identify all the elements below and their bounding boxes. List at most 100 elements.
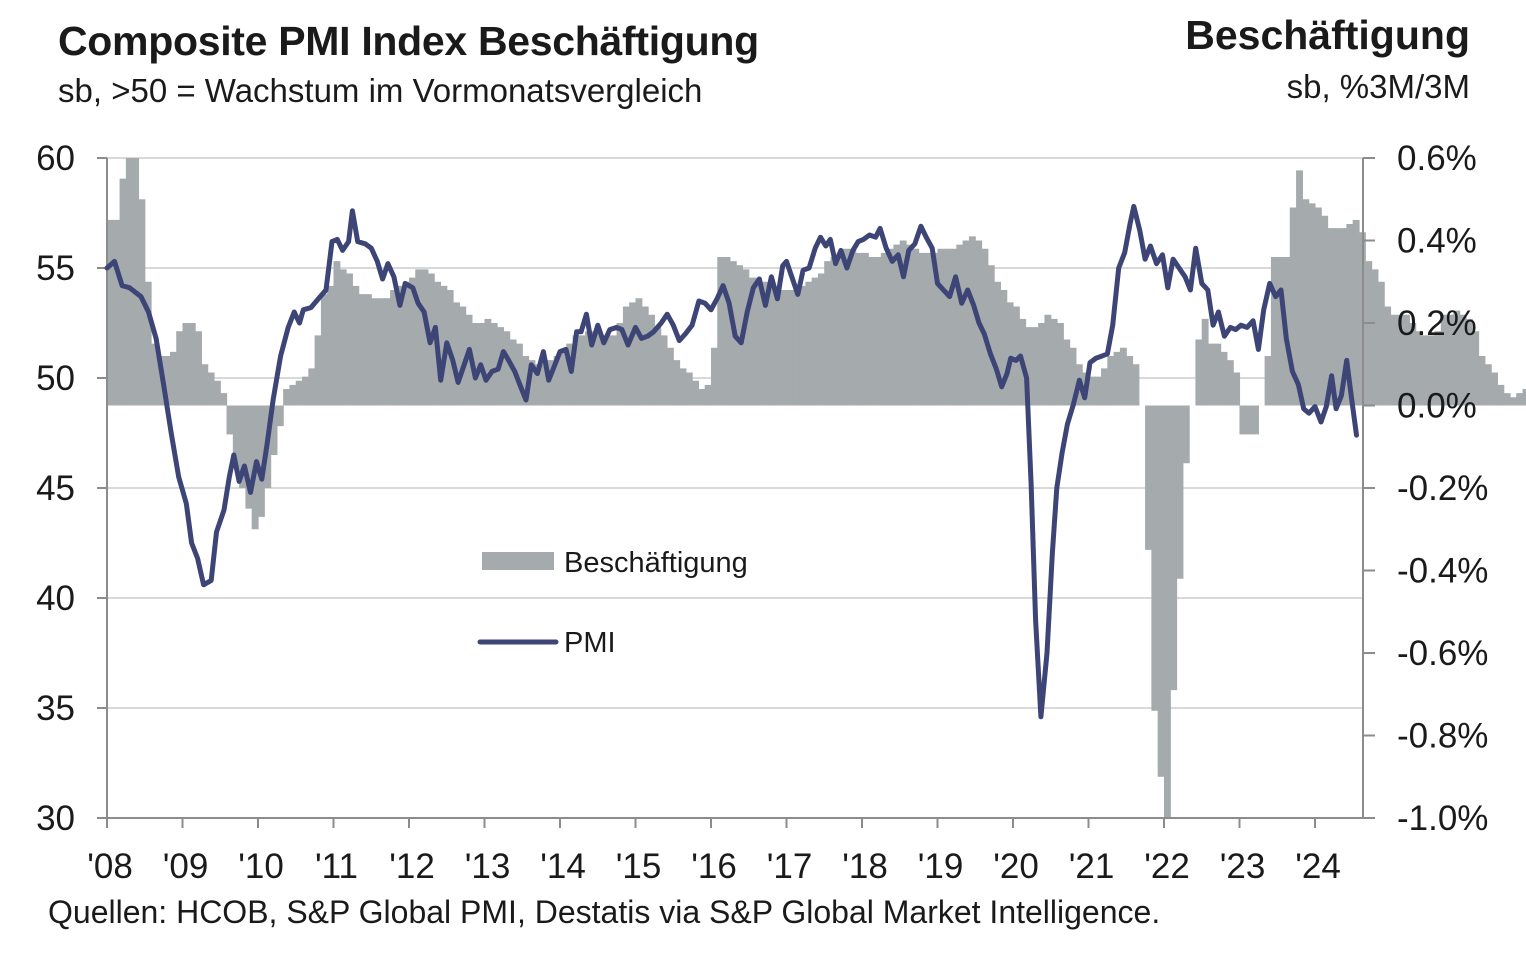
- employment-bar: [559, 351, 567, 406]
- x-axis-tick-label: '10: [238, 847, 284, 886]
- employment-bar: [723, 257, 731, 406]
- employment-bar: [887, 248, 895, 406]
- employment-bar: [245, 405, 253, 509]
- employment-bar: [1044, 314, 1052, 406]
- employment-bar: [968, 236, 976, 406]
- employment-bar: [868, 257, 876, 406]
- employment-bar: [924, 252, 932, 406]
- employment-bar: [1516, 393, 1524, 406]
- employment-bar: [113, 219, 121, 406]
- employment-bar: [1050, 318, 1058, 406]
- employment-bar: [270, 405, 278, 455]
- employment-bar: [182, 323, 190, 406]
- employment-bar: [805, 281, 813, 406]
- employment-bar: [239, 405, 247, 488]
- employment-bar: [685, 372, 693, 406]
- left-axis-tick-label: 50: [36, 359, 75, 398]
- employment-bar: [364, 294, 372, 406]
- right-axis-tick-label: 0.4%: [1397, 222, 1477, 261]
- chart-title: Composite PMI Index Beschäftigung: [58, 18, 759, 64]
- employment-bar: [1113, 351, 1121, 406]
- pmi-line: [104, 203, 1359, 720]
- employment-bar: [276, 405, 284, 427]
- employment-bar: [1277, 257, 1285, 406]
- employment-bar: [1503, 393, 1511, 406]
- employment-bar: [1296, 170, 1303, 406]
- employment-bar: [918, 252, 926, 406]
- employment-bar: [1459, 314, 1467, 406]
- right-axis-tick-label: -0.6%: [1397, 634, 1488, 673]
- employment-bar: [1163, 405, 1171, 818]
- legend-label-pmi: PMI: [564, 627, 616, 659]
- employment-bar: [704, 384, 712, 406]
- right-axis-tick-label: 0.2%: [1397, 304, 1477, 343]
- employment-bar: [1220, 351, 1228, 406]
- employment-bar: [377, 298, 385, 406]
- employment-bar: [176, 331, 184, 406]
- x-axis-tick-label: '08: [87, 847, 133, 886]
- employment-bar: [1157, 405, 1165, 777]
- tick-labels: 30 35 40 45 50 55 60 -1.0% -0.8% -0.6% -0.4% -0.2% 0…: [36, 139, 1488, 886]
- x-axis-tick-label: '17: [767, 847, 813, 886]
- employment-bar: [811, 277, 819, 406]
- employment-bar: [547, 360, 555, 406]
- employment-bar: [673, 360, 681, 406]
- employment-bar: [352, 285, 360, 406]
- employment-bar: [1522, 389, 1526, 406]
- pmi-line-group: [104, 203, 1359, 720]
- employment-bar: [698, 389, 706, 406]
- employment-bar: [490, 323, 498, 406]
- x-axis-tick-label: '15: [616, 847, 662, 886]
- employment-bar: [408, 277, 416, 406]
- x-axis-tick-label: '13: [465, 847, 511, 886]
- employment-bar: [1352, 219, 1360, 406]
- employment-bar: [1025, 327, 1033, 406]
- employment-bar: [339, 269, 347, 406]
- right-axis-tick-label: -0.8%: [1397, 717, 1488, 756]
- employment-bar: [1208, 343, 1215, 406]
- employment-bar: [459, 306, 467, 406]
- employment-bar: [566, 343, 574, 406]
- employment-bar: [358, 294, 366, 406]
- employment-bar: [1057, 323, 1064, 406]
- employment-bar: [453, 302, 460, 406]
- right-axis-tick-label: -0.4%: [1397, 552, 1488, 591]
- employment-bar: [534, 364, 542, 406]
- employment-bar: [843, 248, 850, 406]
- employment-bar: [213, 380, 221, 406]
- employment-bar: [635, 298, 643, 406]
- employment-bar: [327, 285, 335, 406]
- employment-bar: [541, 364, 548, 406]
- employment-bar: [799, 285, 806, 406]
- employment-bar: [528, 360, 536, 406]
- employment-bar: [169, 351, 177, 406]
- employment-bar: [710, 347, 718, 406]
- employment-bar: [648, 314, 655, 406]
- employment-bar: [1151, 405, 1159, 711]
- employment-bar: [597, 335, 605, 406]
- employment-bar: [402, 281, 410, 406]
- employment-bar: [1252, 405, 1259, 435]
- left-axis-tick-label: 35: [36, 689, 75, 728]
- employment-bar: [1006, 302, 1014, 406]
- employment-bar: [220, 393, 228, 406]
- employment-bar: [761, 281, 769, 406]
- employment-bar: [151, 343, 158, 406]
- employment-bar: [1239, 405, 1247, 435]
- employment-bar: [1491, 372, 1498, 406]
- employment-bar: [736, 265, 744, 406]
- employment-bar: [1132, 364, 1140, 406]
- employment-bar: [119, 178, 127, 406]
- employment-bar: [1107, 356, 1115, 406]
- employment-bar: [289, 384, 297, 406]
- employment-bar: [1308, 203, 1316, 406]
- employment-bar: [1201, 318, 1209, 406]
- employment-bar: [1390, 314, 1398, 406]
- employment-bar: [1509, 397, 1517, 406]
- left-axis-tick-label: 40: [36, 579, 75, 618]
- employment-bar: [1346, 224, 1354, 406]
- employment-bar: [371, 298, 379, 406]
- employment-bar: [1226, 360, 1234, 406]
- employment-bar: [346, 273, 353, 406]
